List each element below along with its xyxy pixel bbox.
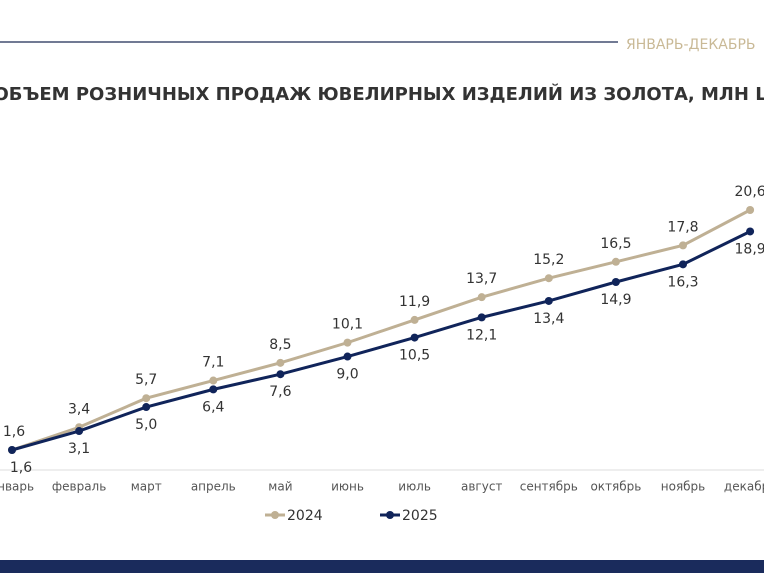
data-point <box>142 394 151 403</box>
data-point <box>477 293 486 302</box>
data-label: 3,4 <box>68 401 90 417</box>
data-label: 7,6 <box>269 384 291 400</box>
period-label: ЯНВАРЬ-ДЕКАБРЬ <box>626 37 756 53</box>
data-label: 3,1 <box>68 441 90 457</box>
data-label: 6,4 <box>202 399 224 415</box>
data-label: 12,1 <box>466 327 497 343</box>
x-tick-label: ноябрь <box>661 480 706 494</box>
legend-label: 2024 <box>287 508 323 524</box>
x-tick-label: сентябрь <box>520 480 578 494</box>
data-point <box>611 278 620 286</box>
x-tick-label: октябрь <box>590 480 641 494</box>
data-point <box>746 206 755 214</box>
data-label: 20,6 <box>735 184 764 200</box>
data-point <box>75 427 84 436</box>
data-point <box>276 358 285 367</box>
x-tick-label: январь <box>0 480 34 494</box>
data-point <box>544 296 553 305</box>
data-label: 15,2 <box>533 252 564 268</box>
data-label: 18,9 <box>735 241 764 257</box>
x-tick-label: август <box>461 480 502 494</box>
data-label: 10,1 <box>332 317 363 333</box>
data-label: 10,5 <box>399 348 430 364</box>
x-tick-label: декабрь <box>724 480 764 494</box>
series-line <box>11 230 751 452</box>
data-label: 13,4 <box>533 311 564 327</box>
legend-label: 2025 <box>402 508 438 524</box>
data-point <box>8 446 16 454</box>
legend-marker <box>271 511 279 519</box>
data-label: 14,9 <box>600 292 631 308</box>
x-tick-label: июль <box>398 480 431 494</box>
data-point <box>343 338 352 347</box>
data-label: 16,3 <box>667 274 698 290</box>
x-tick-label: апрель <box>191 480 236 494</box>
x-tick-label: май <box>268 480 292 494</box>
data-point <box>209 385 218 394</box>
data-label: 13,7 <box>466 271 497 287</box>
legend-marker <box>386 511 394 519</box>
x-tick-label: февраль <box>52 480 106 494</box>
data-label: 8,5 <box>269 337 291 353</box>
data-label: 1,6 <box>3 424 25 440</box>
data-point <box>276 370 285 379</box>
data-label: 7,1 <box>202 355 224 371</box>
footer-bar <box>0 560 764 573</box>
data-point <box>544 274 553 283</box>
data-point <box>410 315 419 324</box>
data-point <box>142 403 151 412</box>
data-point <box>611 257 620 266</box>
x-tick-label: июнь <box>331 480 364 494</box>
series-line <box>11 208 751 452</box>
data-point <box>343 352 352 361</box>
data-point <box>410 333 419 342</box>
data-point <box>679 260 687 269</box>
data-label: 16,5 <box>600 236 631 252</box>
data-label: 17,8 <box>667 219 698 235</box>
data-point <box>746 227 755 236</box>
data-point <box>209 376 218 385</box>
data-label: 9,0 <box>336 367 358 383</box>
chart-title: ОБЪЕМ РОЗНИЧНЫХ ПРОДАЖ ЮВЕЛИРНЫХ ИЗДЕЛИЙ… <box>0 83 764 105</box>
data-point <box>679 241 687 250</box>
data-label: 11,9 <box>399 294 430 310</box>
x-tick-label: март <box>131 480 162 494</box>
data-label: 5,0 <box>135 417 157 433</box>
data-label: 1,6 <box>10 460 32 476</box>
data-point <box>477 313 486 322</box>
data-label: 5,7 <box>135 372 157 388</box>
